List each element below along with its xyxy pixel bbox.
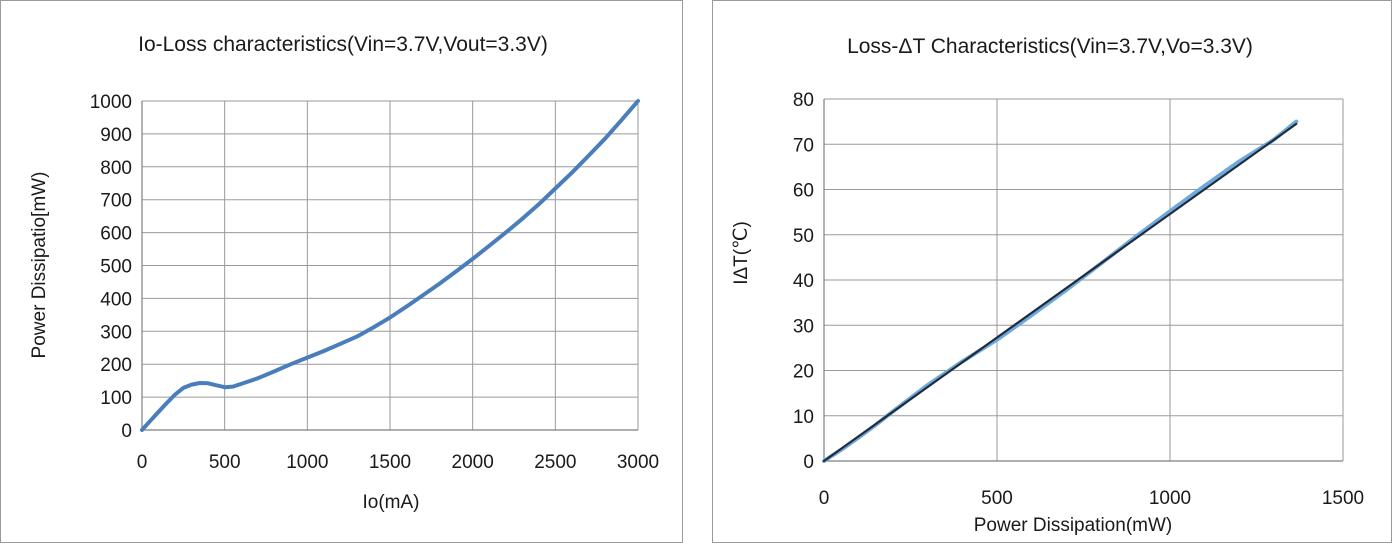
x-tick-label: 2000 (452, 452, 494, 473)
y-tick-label: 40 (793, 271, 814, 292)
x-tick-label: 500 (981, 488, 1013, 509)
chart-title: Loss-ΔT Characteristics(Vin=3.7V,Vo=3.3V… (847, 35, 1253, 58)
y-tick-label: 900 (100, 125, 132, 146)
x-tick-label: 0 (819, 488, 830, 509)
y-tick-label: 700 (100, 191, 132, 212)
y-tick-label: 80 (793, 90, 814, 111)
y-tick-label: 500 (100, 257, 132, 278)
y-tick-label: 50 (793, 226, 814, 247)
series-line-1 (822, 122, 1298, 463)
y-tick-label: 0 (803, 452, 814, 473)
series-lines (140, 99, 640, 432)
x-tick-label: 1000 (1149, 488, 1191, 509)
y-tick-label: 200 (100, 355, 132, 376)
chart-title: Io-Loss characteristics(Vin=3.7V,Vout=3.… (138, 33, 548, 56)
y-tick-label: 300 (100, 322, 132, 343)
chart-panel-left: 0 500 1000 1500 2000 2500 3000 0 100 200 300 400 50… (0, 0, 683, 543)
series-lines (822, 119, 1299, 463)
x-tick-labels: 0 500 1000 1500 (819, 488, 1364, 509)
io-loss-chart: 0 500 1000 1500 2000 2500 3000 0 100 200 300 400 50… (29, 33, 659, 513)
x-tick-label: 2500 (534, 452, 576, 473)
grid (141, 100, 639, 431)
y-tick-label: 400 (100, 289, 132, 310)
y-tick-label: 0 (121, 421, 132, 442)
y-axis-label: IΔT(℃) (731, 221, 752, 285)
y-tick-label: 70 (793, 135, 814, 156)
chart-panel-right: 0 500 1000 1500 0 10 20 30 40 50 60 70 80 Loss-ΔT C… (712, 0, 1392, 543)
series-line-0 (140, 99, 640, 432)
y-tick-label: 800 (100, 158, 132, 179)
grid (823, 98, 1344, 462)
x-tick-label: 1500 (1322, 488, 1364, 509)
y-tick-label: 1000 (90, 92, 132, 113)
y-tick-labels: 0 100 200 300 400 500 600 700 800 900 1000 (90, 92, 132, 442)
x-axis-label: Io(mA) (363, 492, 420, 513)
x-tick-label: 0 (137, 452, 148, 473)
x-axis-label: Power Dissipation(mW) (974, 515, 1172, 536)
y-tick-labels: 0 10 20 30 40 50 60 70 80 (793, 90, 814, 473)
y-tick-label: 60 (793, 181, 814, 202)
x-tick-label: 1500 (369, 452, 411, 473)
y-axis-label: Power Dissipatio[mW) (29, 172, 50, 359)
y-tick-label: 100 (100, 388, 132, 409)
y-tick-label: 30 (793, 316, 814, 337)
y-tick-label: 600 (100, 224, 132, 245)
x-tick-label: 3000 (617, 452, 659, 473)
x-tick-labels: 0 500 1000 1500 2000 2500 3000 (137, 452, 659, 473)
y-tick-label: 10 (793, 407, 814, 428)
x-tick-label: 1000 (286, 452, 328, 473)
loss-deltat-chart: 0 500 1000 1500 0 10 20 30 40 50 60 70 80 Loss-ΔT C… (731, 35, 1364, 536)
x-tick-label: 500 (209, 452, 241, 473)
y-tick-label: 20 (793, 362, 814, 383)
